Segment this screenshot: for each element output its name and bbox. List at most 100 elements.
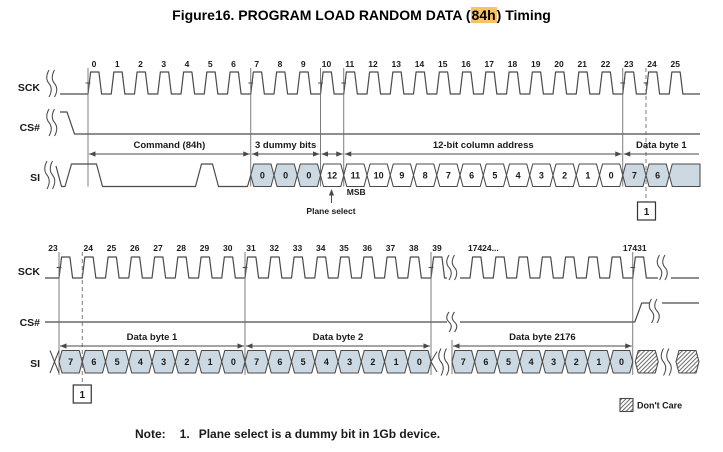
si-cell-value: 0 <box>609 171 614 181</box>
si-break-x <box>430 351 438 373</box>
clock-number: 25 <box>107 243 117 253</box>
break-mark <box>446 311 452 333</box>
clock-number: 16 <box>461 59 471 69</box>
clock-number: 7 <box>254 59 259 69</box>
break-mark <box>49 160 56 190</box>
si-cell-value: 6 <box>483 357 488 367</box>
break-mark <box>451 254 458 281</box>
clock-number: 34 <box>316 243 326 253</box>
si-cell-value: 11 <box>351 171 361 181</box>
break-mark <box>46 108 52 137</box>
clock-number: 28 <box>177 243 187 253</box>
clock-number: 8 <box>278 59 283 69</box>
clock-number: 17431 <box>623 243 647 253</box>
note-marker-bottom: 1 <box>79 390 85 401</box>
cs-label-bottom: CS# <box>20 317 41 329</box>
clock-number: 33 <box>293 243 303 253</box>
clock-number: 13 <box>392 59 402 69</box>
span-arrowhead <box>313 151 320 157</box>
si-cell-value: 7 <box>254 357 259 367</box>
si-cell-value: 7 <box>446 171 451 181</box>
note-label: Note: <box>135 427 166 441</box>
si-cell-value: 7 <box>68 357 73 367</box>
clock-number: 4 <box>185 59 190 69</box>
note-marker-box-top <box>636 201 657 221</box>
clock-number: 38 <box>409 243 419 253</box>
si-cell <box>668 163 701 188</box>
break-mark <box>660 348 667 376</box>
span-label: Data byte 2 <box>313 332 364 343</box>
clock-number: 24 <box>647 59 657 69</box>
si-cell-value: 4 <box>529 357 534 367</box>
si-cell-value: 2 <box>562 171 567 181</box>
span-arrowhead <box>344 151 352 157</box>
dont-care-cell <box>675 349 700 374</box>
clock-number: 19 <box>531 59 541 69</box>
si-cell-value: 10 <box>374 171 384 181</box>
clock-number: 25 <box>671 59 681 69</box>
si-cell-value: 3 <box>347 357 352 367</box>
cs-waveform-top <box>60 111 700 135</box>
si-cell-value: 7 <box>461 357 466 367</box>
si-cell-value: 1 <box>596 357 601 367</box>
figure-title-prefix: Figure16. PROGRAM LOAD RANDOM DATA ( <box>172 7 471 23</box>
clock-number: 3 <box>161 59 166 69</box>
si-cell-value: 2 <box>184 357 189 367</box>
si-cell-value: 12 <box>327 171 337 181</box>
dont-care-label: Don't Care <box>637 401 682 411</box>
clock-number: 5 <box>208 59 213 69</box>
opcode-highlight: 84h <box>470 7 497 23</box>
clock-number: 12 <box>368 59 378 69</box>
clock-number: 10 <box>322 59 332 69</box>
span-arrowhead <box>251 151 259 157</box>
span-arrowhead <box>453 343 460 349</box>
clock-number: 0 <box>92 59 97 69</box>
sck-waveform-bottom-2 <box>460 256 658 279</box>
si-cell-value: 2 <box>370 357 375 367</box>
clock-number: 35 <box>339 243 349 253</box>
note-text: Plane select is a dummy bit in 1Gb devic… <box>198 427 441 441</box>
clock-number: 1 <box>115 59 120 69</box>
si-cell-value: 1 <box>394 357 399 367</box>
si-cell-value: 6 <box>91 357 96 367</box>
si-cell-value: 5 <box>492 171 497 181</box>
si-cell-value: 3 <box>539 171 544 181</box>
si-cell-value: 5 <box>301 357 306 367</box>
clock-number: 30 <box>223 243 233 253</box>
si-command-waveform <box>55 163 252 188</box>
break-mark <box>51 69 58 98</box>
break-mark <box>666 348 672 376</box>
clock-number: 2 <box>138 59 143 69</box>
si-leadin-x <box>49 350 60 374</box>
plane-select-arrowhead <box>328 189 335 196</box>
si-cell-value: 0 <box>417 357 422 367</box>
clock-number: 21 <box>578 59 588 69</box>
sck-waveform-bottom-1 <box>45 256 447 279</box>
si-cell-value: 0 <box>231 357 236 367</box>
si-cell-value: 6 <box>277 357 282 367</box>
msb-label: MSB <box>347 187 366 197</box>
break-mark <box>438 348 444 376</box>
si-cell-value: 0 <box>260 171 265 181</box>
si-cell-value: 4 <box>138 357 143 367</box>
sck-label-bottom: SCK <box>18 266 41 278</box>
break-mark <box>443 348 450 376</box>
figure-footnote: Note: 1. Plane select is a dummy bit in … <box>135 427 440 441</box>
clock-number: 31 <box>246 243 256 253</box>
clock-number: 6 <box>231 59 236 69</box>
clock-number: 27 <box>153 243 163 253</box>
span-arrowhead <box>625 343 632 349</box>
clock-number: 20 <box>554 59 564 69</box>
si-cell-value: 3 <box>551 357 556 367</box>
span-label: Command (84h) <box>133 140 205 151</box>
span-label: Data byte 1 <box>127 332 178 343</box>
si-cell-value: 9 <box>399 171 404 181</box>
clock-number: 32 <box>270 243 280 253</box>
span-label: Data byte 1 <box>636 140 687 151</box>
si-cell-value: 5 <box>506 357 511 367</box>
si-cell-value: 2 <box>574 357 579 367</box>
clock-number: 39 <box>432 243 442 253</box>
